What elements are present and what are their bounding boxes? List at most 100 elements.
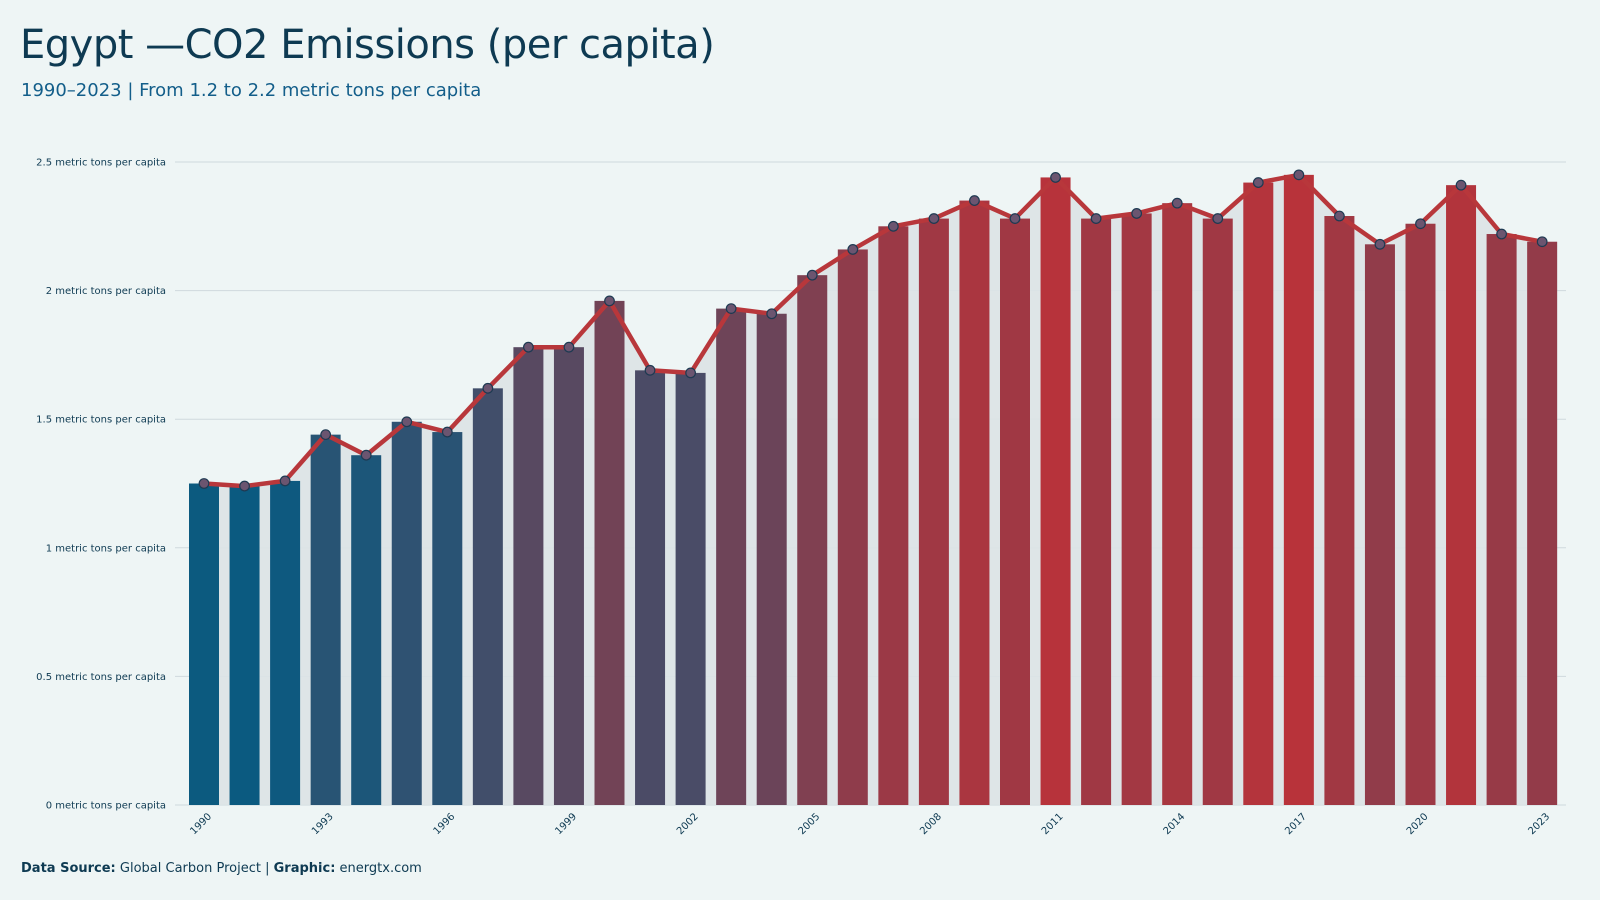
point-2010: [1009, 213, 1021, 224]
bar-2003: [716, 308, 747, 805]
y-tick-label: 1.5 metric tons per capita: [36, 415, 166, 426]
bar-2002: [675, 372, 706, 805]
point-2007: [887, 220, 899, 232]
point-2019: [1374, 238, 1386, 250]
x-tick-labels: 1990 1993 1996 1999 2002 2005 2008 2011 2014 2017…: [188, 811, 1552, 837]
point-1994: [360, 449, 372, 461]
point-1997: [482, 382, 494, 394]
point-1999: [563, 341, 575, 353]
point-2018: [1333, 210, 1345, 222]
bar-1994: [351, 455, 382, 805]
point-2008: [928, 213, 940, 224]
y-tick-label: 0.5 metric tons per capita: [36, 672, 166, 683]
x-tick-label: 2020: [1405, 811, 1431, 837]
x-tick-label: 2008: [918, 811, 944, 837]
graphic-value: energtx.com: [339, 861, 422, 876]
x-tick-label: 2011: [1040, 811, 1066, 837]
bar-2004: [756, 313, 787, 805]
x-tick-label: 1993: [310, 811, 336, 837]
y-tick-labels: 0 metric tons per capita 0.5 metric tons …: [36, 158, 166, 812]
point-1990: [198, 478, 210, 489]
point-1991: [239, 480, 250, 492]
point-1998: [523, 341, 534, 353]
bar-2018: [1324, 216, 1355, 806]
bar-2023: [1527, 241, 1558, 805]
point-2021: [1455, 179, 1467, 191]
x-tick-label: 2017: [1283, 811, 1309, 837]
bar-1996: [432, 432, 463, 805]
x-tick-label: 2002: [675, 811, 701, 837]
point-2000: [604, 295, 615, 307]
point-2004: [766, 308, 778, 320]
point-2023: [1536, 236, 1548, 248]
bar-2012: [1081, 218, 1112, 806]
point-2009: [969, 195, 980, 206]
bar-2010: [1000, 218, 1030, 806]
footer-separator: |: [265, 861, 270, 876]
graphic-label: Graphic:: [273, 861, 336, 876]
point-2016: [1252, 177, 1264, 188]
point-2006: [847, 244, 859, 255]
bar-1992: [270, 480, 301, 805]
y-tick-label: 2.5 metric tons per capita: [36, 158, 166, 169]
bar-2007: [878, 226, 909, 806]
series-line: [201, 172, 1545, 489]
bar-2009: [959, 200, 990, 805]
chart-footer: Data Source: Global Carbon Project | Gra…: [21, 861, 422, 876]
bar-2013: [1121, 213, 1152, 805]
emissions-chart: 0 metric tons per capita 0.5 metric tons …: [36, 158, 1566, 837]
source-label: Data Source:: [21, 861, 116, 876]
point-2014: [1171, 197, 1183, 209]
point-1995: [401, 416, 413, 428]
bar-2014: [1162, 203, 1193, 806]
bar-2005: [797, 275, 828, 806]
bar-2017: [1283, 174, 1314, 806]
x-tick-label: 1996: [432, 811, 458, 837]
bars: [189, 174, 1558, 806]
bar-2008: [918, 218, 949, 806]
bar-1990: [189, 483, 219, 805]
point-2022: [1496, 228, 1507, 240]
point-2003: [725, 303, 737, 315]
bar-1999: [553, 347, 584, 805]
point-2002: [685, 367, 696, 379]
x-tick-label: 1999: [553, 811, 579, 837]
bar-1995: [391, 421, 422, 805]
y-tick-label: 1 metric tons per capita: [46, 543, 166, 554]
x-tick-label: 2005: [797, 811, 823, 837]
point-2005: [806, 269, 818, 281]
bar-2015: [1202, 218, 1233, 806]
bar-2001: [635, 370, 666, 805]
point-2017: [1293, 169, 1305, 181]
point-2001: [644, 364, 656, 376]
bar-1998: [513, 347, 544, 805]
bar-2020: [1405, 223, 1436, 805]
bar-2022: [1486, 234, 1517, 806]
bar-1991: [229, 486, 260, 805]
bar-1993: [310, 434, 341, 805]
point-2020: [1415, 218, 1426, 230]
point-2011: [1050, 172, 1061, 183]
bar-1997: [472, 388, 503, 805]
point-1992: [279, 475, 291, 487]
source-value: Global Carbon Project: [119, 861, 261, 876]
bar-2006: [837, 249, 868, 805]
point-2013: [1131, 208, 1143, 219]
bar-2016: [1243, 182, 1274, 806]
bar-2011: [1040, 177, 1071, 805]
chart-title: Egypt —CO2 Emissions (per capita): [20, 22, 715, 68]
point-2015: [1212, 213, 1224, 224]
bar-2021: [1446, 185, 1477, 805]
bar-2000: [594, 300, 625, 805]
point-2012: [1090, 213, 1102, 224]
x-tick-label: 2023: [1526, 811, 1552, 837]
x-tick-label: 2014: [1162, 811, 1188, 837]
point-1993: [320, 429, 332, 441]
y-tick-label: 2 metric tons per capita: [46, 286, 166, 297]
bar-2019: [1364, 244, 1395, 805]
point-1996: [441, 426, 453, 438]
chart-subtitle: 1990–2023 | From 1.2 to 2.2 metric tons …: [21, 80, 482, 101]
y-tick-label: 0 metric tons per capita: [46, 801, 166, 812]
x-tick-label: 1990: [188, 811, 214, 837]
